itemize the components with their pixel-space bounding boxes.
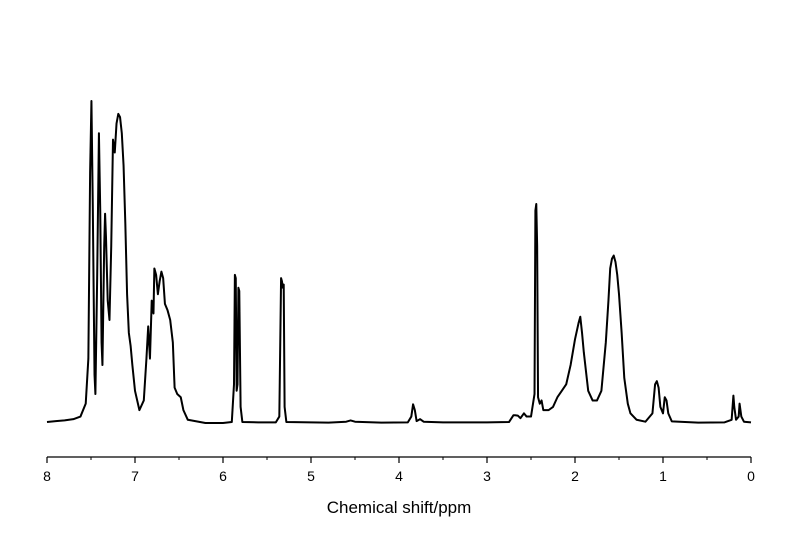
x-axis-title: Chemical shift/ppm: [327, 498, 472, 517]
x-tick-label: 6: [219, 468, 227, 484]
x-tick-label: 1: [659, 468, 667, 484]
x-tick-label: 3: [483, 468, 491, 484]
x-tick-label: 4: [395, 468, 403, 484]
x-tick-label: 0: [747, 468, 755, 484]
spectrum-line-0: [46, 100, 752, 424]
x-tick-label: 2: [571, 468, 579, 484]
x-tick-label: 5: [307, 468, 315, 484]
x-axis: 8 7 6 5 4 3 2 1 0: [43, 456, 755, 484]
x-tick-label: 8: [43, 468, 51, 484]
x-tick-label: 7: [131, 468, 139, 484]
plot-area: [46, 100, 752, 424]
